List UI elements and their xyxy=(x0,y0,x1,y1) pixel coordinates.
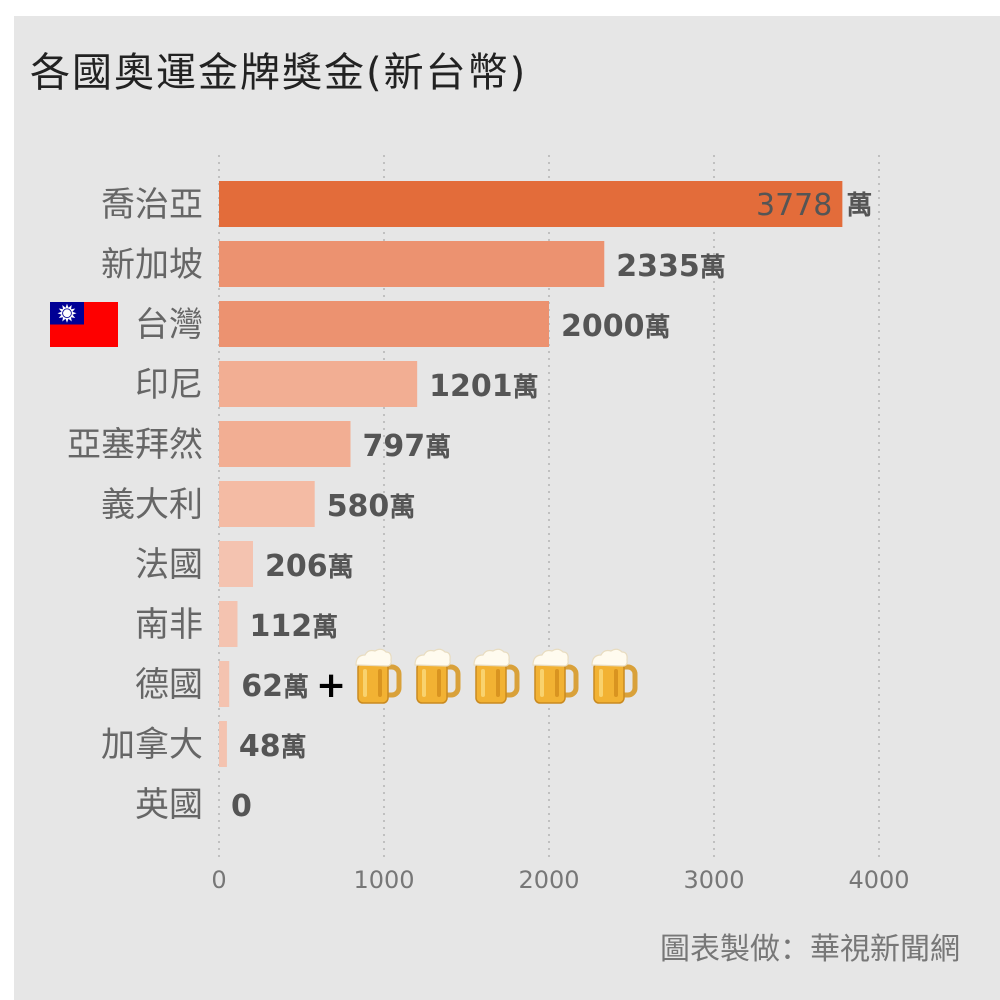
value-label: 48萬 xyxy=(239,729,307,764)
value-label: 2335萬 xyxy=(616,249,726,284)
value-unit: 萬 xyxy=(846,191,872,221)
beer-mug-icon xyxy=(355,648,402,704)
category-label: 台灣 xyxy=(135,305,203,345)
beer-mug-icon xyxy=(473,648,520,704)
value-label: 2000萬 xyxy=(561,309,671,344)
x-tick-label: 1000 xyxy=(353,866,414,894)
x-tick-label: 0 xyxy=(211,866,226,894)
category-label: 德國 xyxy=(135,665,203,705)
bar xyxy=(219,601,238,647)
bar xyxy=(219,301,549,347)
value-unit: 萬 xyxy=(283,673,309,703)
bar xyxy=(219,421,351,467)
value-label: 3778 xyxy=(756,188,832,223)
taiwan-flag-icon xyxy=(50,302,118,347)
bar xyxy=(219,361,418,407)
beer-mug-icon xyxy=(414,648,461,704)
value-unit: 萬 xyxy=(700,253,726,283)
chart-background xyxy=(14,16,1000,1000)
x-tick-label: 4000 xyxy=(848,866,909,894)
category-label: 喬治亞 xyxy=(101,185,203,225)
bar xyxy=(219,241,605,287)
value-label: 206萬 xyxy=(265,549,354,584)
category-label: 新加坡 xyxy=(101,245,203,285)
category-label: 英國 xyxy=(135,785,203,825)
chart-credit: 圖表製做：華視新聞網 xyxy=(660,932,960,967)
value-labels: 3778 萬2335萬2000萬1201萬797萬580萬206萬112萬62萬4… xyxy=(231,188,872,824)
value-unit: 萬 xyxy=(328,553,354,583)
value-label: 0 xyxy=(231,789,252,824)
value-label: 62萬 xyxy=(241,669,309,704)
bar xyxy=(219,481,315,527)
bars xyxy=(219,181,843,767)
category-label: 加拿大 xyxy=(101,725,203,765)
category-label: 亞塞拜然 xyxy=(67,425,203,465)
value-label: 112萬 xyxy=(249,609,338,644)
chart-title: 各國奧運金牌獎金(新台幣) xyxy=(30,50,528,96)
bar xyxy=(219,181,843,227)
value-label: 797萬 xyxy=(363,429,452,464)
plus-sign: + xyxy=(316,665,346,706)
value-unit: 萬 xyxy=(281,733,307,763)
value-unit: 萬 xyxy=(312,613,338,643)
category-label: 法國 xyxy=(135,545,203,585)
annotations: + xyxy=(50,302,638,706)
value-label: 580萬 xyxy=(327,489,416,524)
category-label: 義大利 xyxy=(101,485,203,525)
value-unit: 萬 xyxy=(513,373,539,403)
x-tick-label: 3000 xyxy=(683,866,744,894)
value-unit: 萬 xyxy=(389,493,415,523)
bar xyxy=(219,661,230,707)
value-unit: 萬 xyxy=(645,313,671,343)
beer-mug-icon xyxy=(591,648,638,704)
bar xyxy=(219,541,253,587)
x-tick-label: 2000 xyxy=(518,866,579,894)
value-unit: 萬 xyxy=(425,433,451,463)
x-axis-ticks: 0 1000 2000 3000 4000 xyxy=(211,866,909,894)
value-label: 1201萬 xyxy=(429,369,539,404)
category-label: 印尼 xyxy=(135,365,203,405)
category-label: 南非 xyxy=(135,605,203,645)
beer-mug-icon xyxy=(532,648,579,704)
bar xyxy=(219,721,227,767)
